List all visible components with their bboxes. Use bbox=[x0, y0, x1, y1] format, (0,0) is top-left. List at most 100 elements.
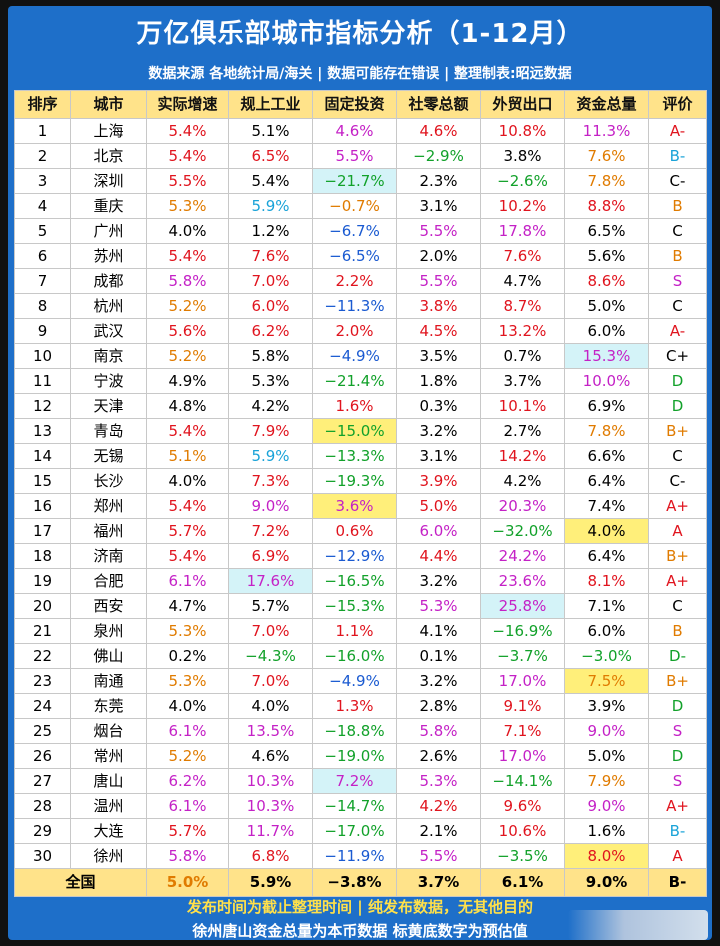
cell-gdp: 5.2% bbox=[146, 343, 229, 369]
cell-investment: −4.9% bbox=[312, 668, 397, 694]
cell-grade: B- bbox=[648, 818, 707, 844]
cell-investment: 7.2% bbox=[312, 768, 397, 794]
cell-retail: 5.3% bbox=[396, 593, 481, 619]
cell-rank: 23 bbox=[14, 668, 71, 694]
cell-investment: 1.6% bbox=[312, 393, 397, 419]
cell-export: 10.6% bbox=[480, 818, 565, 844]
cell-investment: −11.3% bbox=[312, 293, 397, 319]
cell-city: 常州 bbox=[70, 743, 147, 769]
cell-city: 济南 bbox=[70, 543, 147, 569]
cell-city: 福州 bbox=[70, 518, 147, 544]
cell-rank: 6 bbox=[14, 243, 71, 269]
cell-rank: 3 bbox=[14, 168, 71, 194]
cell-investment: −16.0% bbox=[312, 643, 397, 669]
cell-rank: 15 bbox=[14, 468, 71, 494]
cell-fund: 6.4% bbox=[564, 468, 649, 494]
cell-export: 13.2% bbox=[480, 318, 565, 344]
cell-industry: 6.2% bbox=[228, 318, 313, 344]
cell-gdp: 6.1% bbox=[146, 793, 229, 819]
cell-industry: 6.9% bbox=[228, 543, 313, 569]
table-row: 23 南通 5.3% 7.0% −4.9% 3.2% 17.0% 7.5% B+ bbox=[14, 668, 707, 694]
cell-industry: −4.3% bbox=[228, 643, 313, 669]
cell-city: 郑州 bbox=[70, 493, 147, 519]
cell-investment: 0.6% bbox=[312, 518, 397, 544]
report-title: 万亿俱乐部城市指标分析（1-12月） bbox=[136, 19, 584, 49]
cell-grade: A+ bbox=[648, 568, 707, 594]
total-label: 全国 bbox=[14, 868, 147, 897]
cell-gdp: 5.2% bbox=[146, 743, 229, 769]
cell-investment: −0.7% bbox=[312, 193, 397, 219]
cell-investment: 1.3% bbox=[312, 693, 397, 719]
cell-fund: 7.5% bbox=[564, 668, 649, 694]
header-investment: 固定投资 bbox=[312, 90, 397, 119]
table-row: 12 天津 4.8% 4.2% 1.6% 0.3% 10.1% 6.9% D bbox=[14, 393, 707, 419]
cell-fund: 3.9% bbox=[564, 693, 649, 719]
cell-city: 长沙 bbox=[70, 468, 147, 494]
cell-investment: 2.2% bbox=[312, 268, 397, 294]
cell-grade: A bbox=[648, 518, 707, 544]
cell-gdp: 4.9% bbox=[146, 368, 229, 394]
cell-grade: A+ bbox=[648, 493, 707, 519]
cell-gdp: 5.5% bbox=[146, 168, 229, 194]
cell-city: 西安 bbox=[70, 593, 147, 619]
cell-industry: 13.5% bbox=[228, 718, 313, 744]
cell-fund: 1.6% bbox=[564, 818, 649, 844]
cell-retail: 2.1% bbox=[396, 818, 481, 844]
footer-note-1-text: 发布时间为截止整理时间 | 纯发布数据，无其他目的 bbox=[187, 898, 533, 916]
cell-export: −3.5% bbox=[480, 843, 565, 869]
cell-rank: 22 bbox=[14, 643, 71, 669]
cell-industry: 7.6% bbox=[228, 243, 313, 269]
cell-gdp: 6.1% bbox=[146, 718, 229, 744]
cell-rank: 25 bbox=[14, 718, 71, 744]
table-row: 21 泉州 5.3% 7.0% 1.1% 4.1% −16.9% 6.0% B bbox=[14, 618, 707, 644]
cell-export: 0.7% bbox=[480, 343, 565, 369]
cell-gdp: 5.8% bbox=[146, 268, 229, 294]
report-frame: 万亿俱乐部城市指标分析（1-12月） 数据来源 各地统计局/海关 | 数据可能存… bbox=[8, 6, 712, 940]
cell-city: 南京 bbox=[70, 343, 147, 369]
cell-retail: 4.6% bbox=[396, 118, 481, 144]
cell-investment: −14.7% bbox=[312, 793, 397, 819]
cell-grade: C- bbox=[648, 168, 707, 194]
cell-city: 广州 bbox=[70, 218, 147, 244]
cell-fund: −3.0% bbox=[564, 643, 649, 669]
cell-retail: 3.1% bbox=[396, 193, 481, 219]
cell-industry: 5.8% bbox=[228, 343, 313, 369]
cell-retail: 5.5% bbox=[396, 268, 481, 294]
cell-grade: B+ bbox=[648, 418, 707, 444]
cell-industry: 5.3% bbox=[228, 368, 313, 394]
cell-gdp: 6.2% bbox=[146, 768, 229, 794]
cell-gdp: 6.1% bbox=[146, 568, 229, 594]
cell-industry: 10.3% bbox=[228, 793, 313, 819]
cell-industry: 17.6% bbox=[228, 568, 313, 594]
cell-fund: 7.9% bbox=[564, 768, 649, 794]
cell-investment: 2.0% bbox=[312, 318, 397, 344]
cell-retail: 4.2% bbox=[396, 793, 481, 819]
table-row: 26 常州 5.2% 4.6% −19.0% 2.6% 17.0% 5.0% D bbox=[14, 743, 707, 769]
cell-rank: 4 bbox=[14, 193, 71, 219]
cell-gdp: 5.1% bbox=[146, 443, 229, 469]
cell-fund: 8.1% bbox=[564, 568, 649, 594]
table-header-row: 排序 城市 实际增速 规上工业 固定投资 社零总额 外贸出口 资金总量 评价 bbox=[14, 90, 707, 119]
cell-rank: 1 bbox=[14, 118, 71, 144]
cell-city: 苏州 bbox=[70, 243, 147, 269]
cell-export: 17.0% bbox=[480, 743, 565, 769]
footer-note-2: 徐州唐山资金总量为本币数据 标黄底数字为预估值 bbox=[192, 922, 528, 940]
cell-fund: 11.3% bbox=[564, 118, 649, 144]
table-row: 8 杭州 5.2% 6.0% −11.3% 3.8% 8.7% 5.0% C bbox=[14, 293, 707, 319]
cell-fund: 6.0% bbox=[564, 318, 649, 344]
cell-industry: 4.6% bbox=[228, 743, 313, 769]
cell-city: 大连 bbox=[70, 818, 147, 844]
cell-investment: −18.8% bbox=[312, 718, 397, 744]
cell-investment: −6.7% bbox=[312, 218, 397, 244]
cell-gdp: 5.6% bbox=[146, 318, 229, 344]
cell-fund: 6.6% bbox=[564, 443, 649, 469]
cell-retail: −2.9% bbox=[396, 143, 481, 169]
header-rank: 排序 bbox=[14, 90, 71, 119]
indicator-table: 排序 城市 实际增速 规上工业 固定投资 社零总额 外贸出口 资金总量 评价 1… bbox=[14, 90, 707, 897]
cell-retail: 5.0% bbox=[396, 493, 481, 519]
cell-gdp: 4.0% bbox=[146, 468, 229, 494]
cell-rank: 16 bbox=[14, 493, 71, 519]
cell-industry: 5.9% bbox=[228, 193, 313, 219]
cell-gdp: 5.8% bbox=[146, 843, 229, 869]
cell-retail: 5.3% bbox=[396, 768, 481, 794]
